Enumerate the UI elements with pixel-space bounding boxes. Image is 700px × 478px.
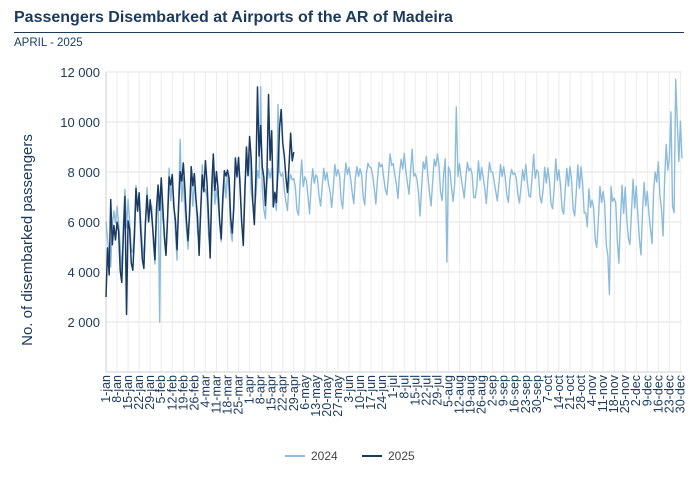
series-line-2024	[105, 78, 683, 323]
x-tick-label: 4-mar	[198, 375, 212, 408]
x-tick-label: 1-jul	[386, 375, 400, 399]
x-tick-label: 15-jul	[408, 375, 422, 406]
x-tick-label: 11-nov	[596, 374, 610, 412]
y-tick-labels: 2 000 4 000 6 000 8 000 10 000 12 000	[60, 65, 100, 330]
x-tick-label: 13-may	[309, 374, 323, 416]
y-tick-label: 2 000	[67, 315, 100, 330]
x-tick-label: 1-jan	[99, 375, 113, 403]
x-tick-label: 2-dec	[629, 375, 643, 406]
x-tick-label: 6-may	[298, 374, 312, 409]
x-tick-label: 26-feb	[187, 375, 201, 410]
y-axis-label: No. of disembarked passengers	[19, 134, 36, 346]
x-tick-label: 19-feb	[176, 375, 190, 410]
x-tick-label: 8-jul	[397, 375, 411, 399]
x-tick-label: 5-feb	[154, 375, 168, 404]
x-tick-label: 16-dec	[651, 375, 665, 413]
x-tick-label: 26-aug	[475, 375, 489, 414]
legend: 2024 2025	[285, 449, 415, 463]
x-tick-label: 16-sep	[508, 375, 522, 413]
x-tick-label: 18-mar	[221, 375, 235, 415]
x-tick-label: 25-mar	[232, 375, 246, 415]
x-tick-label: 25-nov	[618, 374, 632, 413]
x-tick-label: 20-may	[320, 374, 334, 416]
y-tick-label: 4 000	[67, 265, 100, 280]
legend-label-2024: 2024	[311, 449, 338, 463]
x-tick-label: 22-jan	[132, 375, 146, 410]
x-tick-label: 17-jun	[364, 375, 378, 410]
x-tick-label: 19-aug	[464, 375, 478, 414]
legend-label-2025: 2025	[388, 449, 415, 463]
x-tick-label: 14-oct	[552, 374, 566, 409]
x-tick-label: 23-dec	[662, 375, 676, 413]
chart-subtitle: APRIL - 2025	[14, 37, 83, 49]
x-tick-label: 5-aug	[441, 375, 455, 407]
x-tick-label: 29-apr	[287, 375, 301, 411]
x-tick-label: 8-apr	[254, 375, 268, 404]
x-tick-label: 30-sep	[530, 375, 544, 413]
x-tick-label: 23-sep	[519, 375, 533, 413]
y-tick-label: 6 000	[67, 215, 100, 230]
y-tick-label: 10 000	[60, 115, 100, 130]
grid-lines	[105, 71, 682, 373]
series-line-2025	[105, 86, 295, 316]
x-tick-label: 9-dec	[640, 375, 654, 406]
x-tick-label: 28-oct	[574, 374, 588, 409]
x-tick-label: 29-jan	[143, 375, 157, 410]
chart-title: Passengers Disembarked at Airports of th…	[14, 9, 453, 26]
x-tick-label: 12-aug	[452, 375, 466, 414]
x-tick-labels: 1-jan8-jan15-jan22-jan29-jan5-feb12-feb1…	[99, 374, 687, 416]
x-tick-label: 12-feb	[165, 375, 179, 410]
x-tick-label: 4-nov	[585, 374, 599, 406]
x-tick-label: 22-apr	[276, 375, 290, 411]
x-tick-label: 10-jun	[353, 375, 367, 410]
x-tick-label: 21-oct	[563, 374, 577, 409]
series-lines	[105, 78, 683, 323]
x-tick-label: 30-dec	[673, 375, 687, 413]
x-tick-label: 2-sep	[486, 375, 500, 406]
x-tick-label: 29-jul	[430, 375, 444, 406]
x-tick-label: 11-mar	[209, 375, 223, 414]
x-tick-label: 7-oct	[541, 374, 555, 402]
title-divider	[14, 32, 684, 33]
x-tick-label: 22-jul	[419, 375, 433, 406]
x-tick-label: 15-jan	[121, 375, 135, 410]
x-tick-label: 8-jan	[110, 375, 124, 403]
x-tick-label: 18-nov	[607, 374, 621, 413]
x-tick-label: 1-apr	[243, 375, 257, 404]
y-tick-label: 12 000	[60, 65, 100, 80]
x-tick-label: 3-jun	[342, 375, 356, 403]
x-tick-label: 27-may	[331, 374, 345, 416]
x-tick-label: 15-apr	[265, 375, 279, 411]
y-tick-label: 8 000	[67, 165, 100, 180]
x-tick-label: 24-jun	[375, 375, 389, 410]
x-tick-label: 9-sep	[497, 375, 511, 406]
